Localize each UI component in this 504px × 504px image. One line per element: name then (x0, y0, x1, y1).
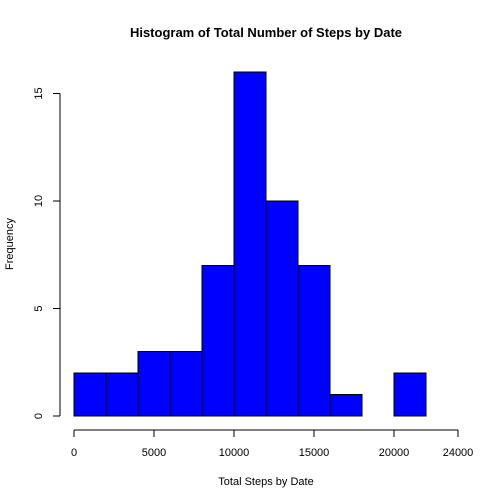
x-tick-label: 20000 (379, 447, 410, 459)
y-axis: 0 5 10 15 (33, 87, 61, 419)
histogram-bar (265, 200, 299, 417)
histogram-bar (169, 351, 203, 417)
x-tick-label: 5000 (142, 447, 166, 459)
y-tick-label: 5 (33, 305, 45, 311)
y-tick-label: 15 (33, 87, 45, 99)
histogram-bar (393, 372, 427, 417)
bars-group (73, 71, 427, 417)
y-tick-label: 0 (33, 413, 45, 419)
x-tick-label: 0 (71, 447, 77, 459)
histogram-bar (233, 71, 267, 417)
histogram-bar (329, 394, 363, 417)
histogram-bar (73, 372, 107, 417)
histogram-bar (201, 265, 235, 417)
chart-title: Histogram of Total Number of Steps by Da… (130, 25, 402, 40)
y-tick-label: 10 (33, 195, 45, 207)
x-tick-label: 15000 (299, 447, 330, 459)
x-axis-label: Total Steps by Date (218, 476, 313, 488)
y-axis-label: Frequency (4, 218, 16, 270)
histogram-bar (105, 372, 139, 417)
x-tick-label: 10000 (219, 447, 250, 459)
x-tick-label: 24000 (443, 447, 474, 459)
histogram-bar (297, 265, 331, 417)
histogram-bar (137, 351, 171, 417)
x-axis: 0 5000 10000 15000 20000 24000 (71, 429, 474, 459)
